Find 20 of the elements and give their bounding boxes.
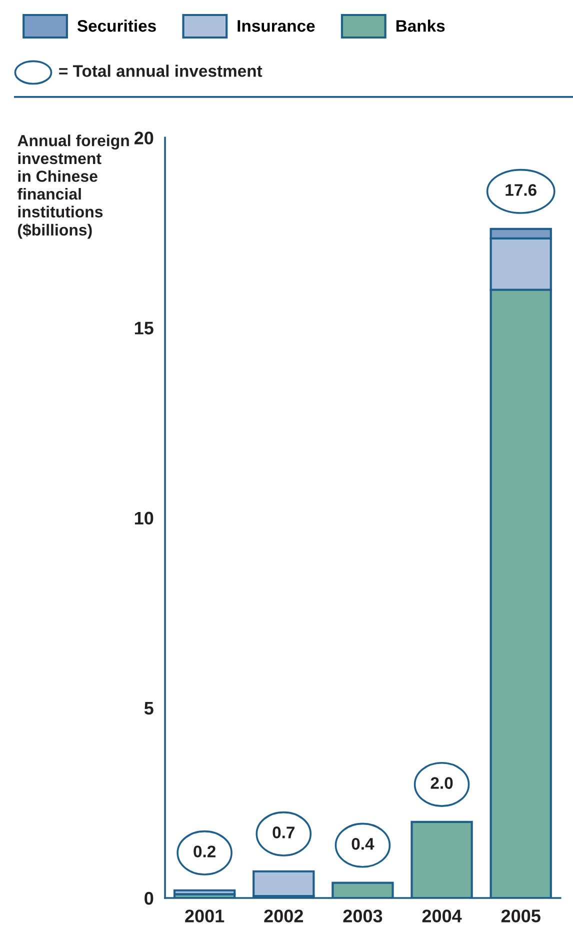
legend-label: Banks	[396, 20, 445, 32]
x-tick-label: 2001	[185, 910, 224, 922]
x-tick-label: 2005	[501, 910, 540, 922]
y-tick-label: 0	[144, 892, 154, 905]
y-tick-label: 10	[134, 512, 154, 525]
total-label: 0.4	[352, 838, 374, 850]
legend-label: Securities	[77, 20, 156, 32]
total-label: 0.2	[194, 846, 216, 858]
y-tick-label: 5	[144, 702, 154, 715]
total-label: 17.6	[506, 184, 536, 196]
text: = Total annual investment	[59, 64, 262, 77]
legend-label: Insurance	[238, 20, 315, 32]
total-label: 2.0	[430, 777, 453, 789]
y-tick-label: 15	[134, 322, 154, 334]
y-axis-title: Annual foreign investment in Chinese financial institutions ($billions)	[17, 134, 129, 239]
total-label: 0.7	[272, 826, 294, 838]
x-tick-label: 2003	[343, 910, 382, 922]
y-tick-label: 20	[134, 132, 154, 144]
x-tick-label: 2002	[264, 910, 303, 922]
x-tick-label: 2004	[422, 910, 462, 922]
